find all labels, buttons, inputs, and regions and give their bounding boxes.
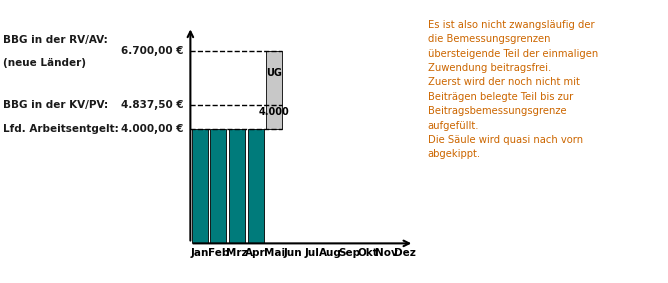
Bar [210, 129, 226, 243]
Text: Es ist also nicht zwangsläufig der
die Bemessungsgrenzen
übersteigende Teil der : Es ist also nicht zwangsläufig der die B… [428, 20, 598, 159]
Bar [192, 129, 208, 243]
Bar [267, 51, 282, 129]
Text: Lfd. Arbeitsentgelt:: Lfd. Arbeitsentgelt: [3, 124, 119, 134]
Text: 4.837,50 €: 4.837,50 € [121, 100, 184, 110]
Text: UG: UG [267, 68, 283, 78]
Text: 4.000: 4.000 [259, 107, 290, 117]
Bar [229, 129, 245, 243]
Text: (neue Länder): (neue Länder) [3, 58, 86, 68]
Bar [248, 129, 264, 243]
Text: BBG in der RV/AV:: BBG in der RV/AV: [3, 35, 108, 45]
Text: 6.700,00 €: 6.700,00 € [121, 46, 184, 56]
Text: BBG in der KV/PV:: BBG in der KV/PV: [3, 100, 108, 110]
Text: 4.000,00 €: 4.000,00 € [121, 124, 184, 134]
